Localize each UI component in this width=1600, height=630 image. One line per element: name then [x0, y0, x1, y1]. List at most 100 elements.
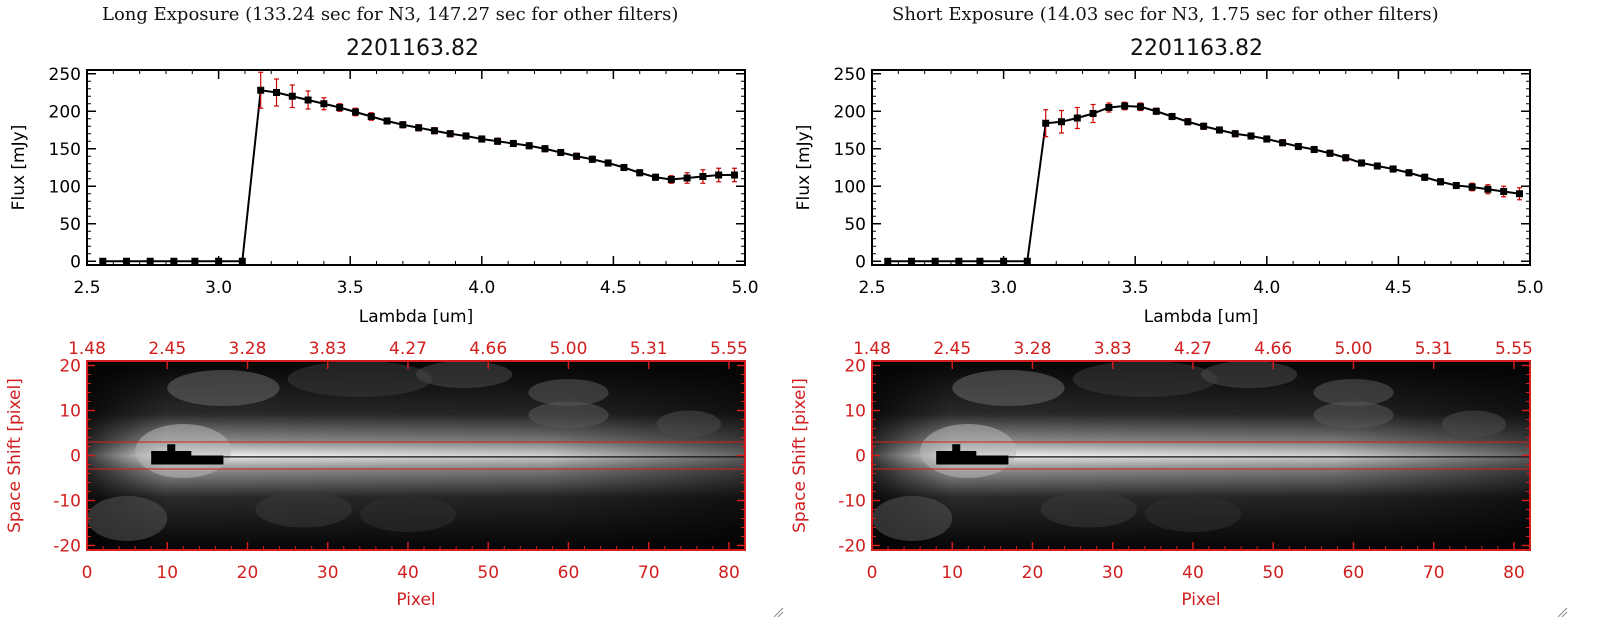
x-tick-label: 10 [941, 563, 963, 583]
data-point [191, 257, 199, 265]
saturated-region [936, 444, 1009, 465]
x-axis-label: Pixel [1181, 590, 1220, 610]
data-point [146, 257, 154, 265]
data-point [1263, 135, 1271, 143]
data-point [1437, 178, 1445, 186]
data-point [730, 171, 738, 179]
data-point [1247, 132, 1255, 140]
data-point [1000, 257, 1008, 265]
x-tick-label: 4.5 [600, 278, 627, 298]
data-point [462, 132, 470, 140]
top-tick-label: 5.55 [1495, 339, 1533, 359]
top-tick-label: 3.83 [1094, 339, 1132, 359]
image-blob [952, 370, 1065, 406]
image-blob [1313, 379, 1394, 406]
data-point [383, 117, 391, 125]
data-point [1358, 159, 1366, 167]
data-point [1023, 257, 1031, 265]
x-axis-label: Lambda [um] [1144, 307, 1258, 327]
y-tick-label: -20 [838, 537, 866, 557]
data-point [1310, 146, 1318, 153]
data-point [1421, 173, 1429, 181]
y-tick-label: 20 [844, 357, 866, 377]
data-point [525, 142, 533, 150]
image-blob [1313, 401, 1394, 429]
image-blob [167, 370, 280, 406]
data-point [1452, 182, 1460, 189]
data-point [1279, 139, 1287, 147]
image-blob [255, 491, 352, 528]
short-exposure-2d-image: 0 10 20 30 40 50 60 70 80 1.48 2.45 3.28 3.83 4.27 4.6… [790, 339, 1533, 610]
data-point [931, 257, 939, 265]
image-blob [1072, 361, 1218, 397]
top-tick-label: 1.48 [853, 339, 891, 359]
x-tick-label: 4.5 [1385, 278, 1412, 298]
y-tick-label: 250 [834, 65, 866, 85]
plot-frame [86, 69, 746, 266]
image-blob [656, 410, 721, 438]
data-point [907, 257, 915, 265]
y-tick-label: 200 [834, 102, 866, 122]
x-tick-label: 5.0 [731, 278, 758, 298]
x-tick-label: 5.0 [1516, 278, 1543, 298]
top-tick-label: 4.27 [389, 339, 427, 359]
y-tick-label: 20 [59, 357, 81, 377]
top-tick-label: 3.83 [309, 339, 347, 359]
data-point [1215, 126, 1223, 134]
data-point [478, 135, 486, 143]
x-tick-label: 40 [1182, 563, 1204, 583]
x-tick-label: 20 [237, 563, 259, 583]
x-tick-label: 60 [558, 563, 580, 583]
data-point [636, 169, 644, 177]
data-point [1405, 169, 1413, 177]
data-point [573, 152, 581, 160]
top-tick-label: 5.31 [630, 339, 668, 359]
data-point [122, 257, 130, 265]
data-point [1231, 130, 1239, 138]
x-tick-label: 3.0 [990, 278, 1017, 298]
resize-grip-icon[interactable] [772, 606, 784, 618]
short-exposure-spectrum: 2.5 3.0 3.5 4.0 4.5 5.0 0 50 100 150 200 250 Lambda … [794, 65, 1544, 327]
y-tick-label: 10 [844, 402, 866, 422]
short-exposure-title: Short Exposure (14.03 sec for N3, 1.75 s… [892, 4, 1439, 25]
x-tick-label: 40 [397, 563, 419, 583]
data-point [1089, 110, 1097, 117]
x-tick-label: 0 [867, 563, 878, 583]
x-tick-label: 4.0 [468, 278, 495, 298]
data-point [446, 130, 454, 138]
data-point [430, 127, 438, 135]
x-tick-label: 2.5 [73, 278, 100, 298]
top-tick-label: 5.55 [710, 339, 748, 359]
x-tick-label: 0 [82, 563, 93, 583]
x-tick-label: 50 [1262, 563, 1284, 583]
x-tick-label: 20 [1022, 563, 1044, 583]
image-blob [287, 361, 433, 397]
data-point [1058, 118, 1066, 126]
top-tick-label: 4.27 [1174, 339, 1212, 359]
image-blob [1441, 410, 1506, 438]
y-axis-label: Space Shift [pixel] [5, 378, 25, 533]
y-tick-label: -20 [53, 537, 81, 557]
top-tick-label: 3.28 [229, 339, 267, 359]
x-tick-label: 10 [156, 563, 178, 583]
data-point [955, 257, 963, 265]
y-tick-label: 200 [49, 102, 81, 122]
data-point [304, 96, 312, 104]
y-tick-label: 100 [834, 177, 866, 197]
x-tick-label: 3.5 [337, 278, 364, 298]
resize-grip-icon[interactable] [1556, 606, 1568, 618]
long-object-name: 2201163.82 [346, 36, 479, 61]
y-tick-label: -10 [838, 492, 866, 512]
short-object-name: 2201163.82 [1130, 36, 1263, 61]
data-point [273, 89, 281, 96]
y-axis-label: Flux [mJy] [794, 125, 814, 211]
data-point [351, 108, 359, 116]
x-axis-label: Pixel [396, 590, 435, 610]
x-tick-label: 30 [317, 563, 339, 583]
data-point [683, 174, 691, 182]
top-tick-label: 1.48 [68, 339, 106, 359]
x-tick-label: 70 [1423, 563, 1445, 583]
y-tick-label: 0 [855, 252, 866, 272]
data-point [215, 257, 223, 265]
y-tick-label: 150 [49, 140, 81, 160]
